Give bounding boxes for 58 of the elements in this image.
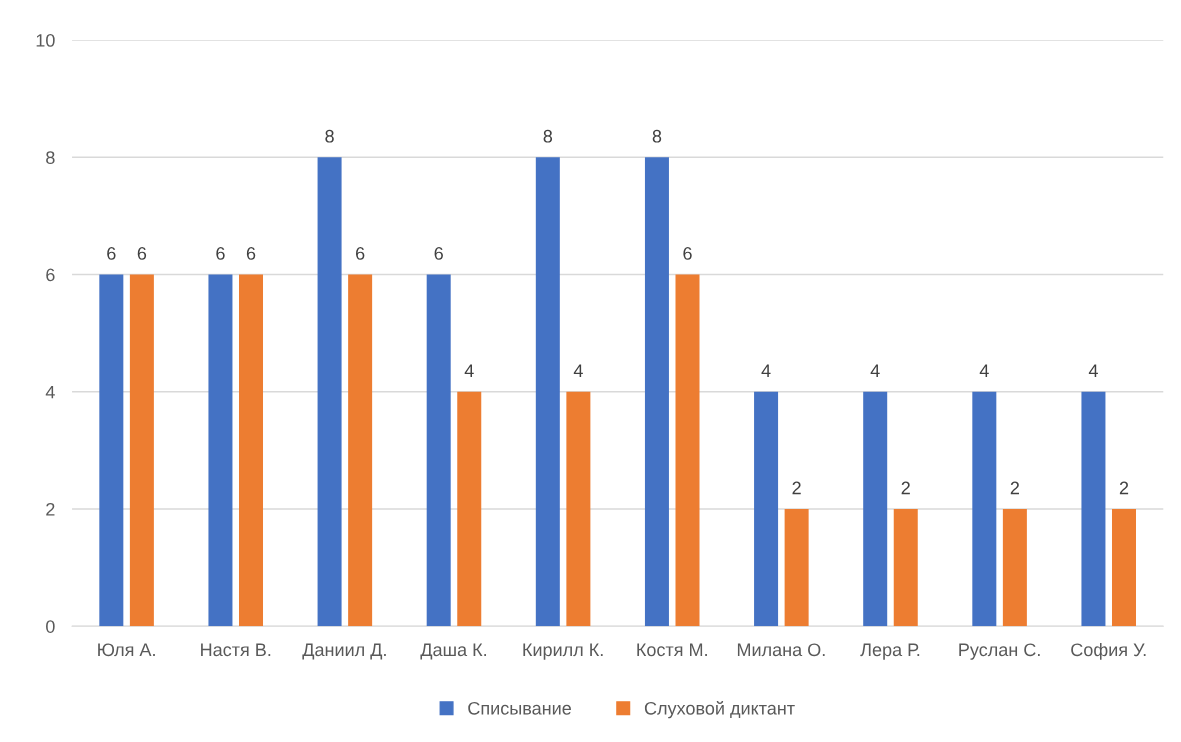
data-label: 6 bbox=[683, 247, 692, 260]
x-tick-label: Лера Р. bbox=[860, 643, 920, 660]
bar bbox=[863, 391, 888, 627]
bar bbox=[972, 391, 997, 627]
data-label: 4 bbox=[870, 364, 880, 377]
data-label: 6 bbox=[434, 247, 443, 260]
y-tick-label: 4 bbox=[45, 385, 55, 399]
bar bbox=[535, 157, 560, 627]
data-label: 4 bbox=[979, 364, 989, 377]
legend-label: Списывание bbox=[468, 701, 571, 715]
bar bbox=[317, 157, 342, 627]
data-label: 6 bbox=[246, 247, 256, 260]
data-label: 8 bbox=[543, 129, 553, 143]
y-tick-label: 6 bbox=[46, 268, 55, 282]
data-label: 4 bbox=[1088, 364, 1098, 377]
data-label: 4 bbox=[761, 364, 771, 377]
data-label: 2 bbox=[901, 481, 910, 495]
bar bbox=[348, 274, 373, 627]
data-label: 4 bbox=[573, 364, 583, 377]
y-tick-label: 0 bbox=[46, 620, 55, 633]
y-tick-label: 10 bbox=[36, 34, 55, 47]
x-tick-label: Настя В. bbox=[201, 643, 271, 657]
data-label: 2 bbox=[792, 481, 801, 495]
bar bbox=[99, 274, 124, 627]
bar bbox=[208, 274, 233, 627]
bar bbox=[566, 391, 591, 627]
bar bbox=[644, 157, 669, 627]
data-label: 4 bbox=[464, 364, 474, 377]
bar bbox=[1002, 509, 1027, 627]
data-label: 6 bbox=[216, 247, 225, 260]
data-label: 2 bbox=[1119, 481, 1129, 495]
y-tick-label: 8 bbox=[46, 151, 55, 165]
bar bbox=[426, 274, 451, 627]
x-tick-label: Кирилл К. bbox=[523, 643, 603, 660]
x-tick-label: Костя М. bbox=[637, 643, 707, 657]
bar bbox=[1112, 509, 1136, 627]
data-label: 6 bbox=[356, 247, 365, 260]
bar bbox=[129, 274, 154, 627]
x-tick-label: Юля А. bbox=[98, 643, 155, 657]
x-tick-label: Даша К. bbox=[420, 643, 486, 660]
y-tick-label: 2 bbox=[46, 502, 55, 516]
bar bbox=[457, 391, 482, 627]
x-tick-label: Даниил Д. bbox=[302, 643, 386, 660]
bar bbox=[239, 274, 264, 627]
x-tick-label: Руслан С. bbox=[959, 643, 1040, 660]
x-tick-label: София У. bbox=[1071, 642, 1146, 660]
x-tick-label: Милана О. bbox=[737, 643, 825, 657]
bar bbox=[675, 274, 700, 627]
data-label: 6 bbox=[107, 247, 116, 260]
bar bbox=[754, 391, 779, 627]
legend-label: Слуховой диктант bbox=[644, 701, 795, 719]
data-label: 2 bbox=[1010, 481, 1019, 495]
data-label: 6 bbox=[137, 247, 147, 260]
data-label: 8 bbox=[325, 129, 334, 143]
bar bbox=[784, 509, 809, 627]
bar bbox=[1081, 391, 1106, 627]
bar bbox=[893, 509, 918, 627]
data-label: 8 bbox=[652, 129, 662, 143]
